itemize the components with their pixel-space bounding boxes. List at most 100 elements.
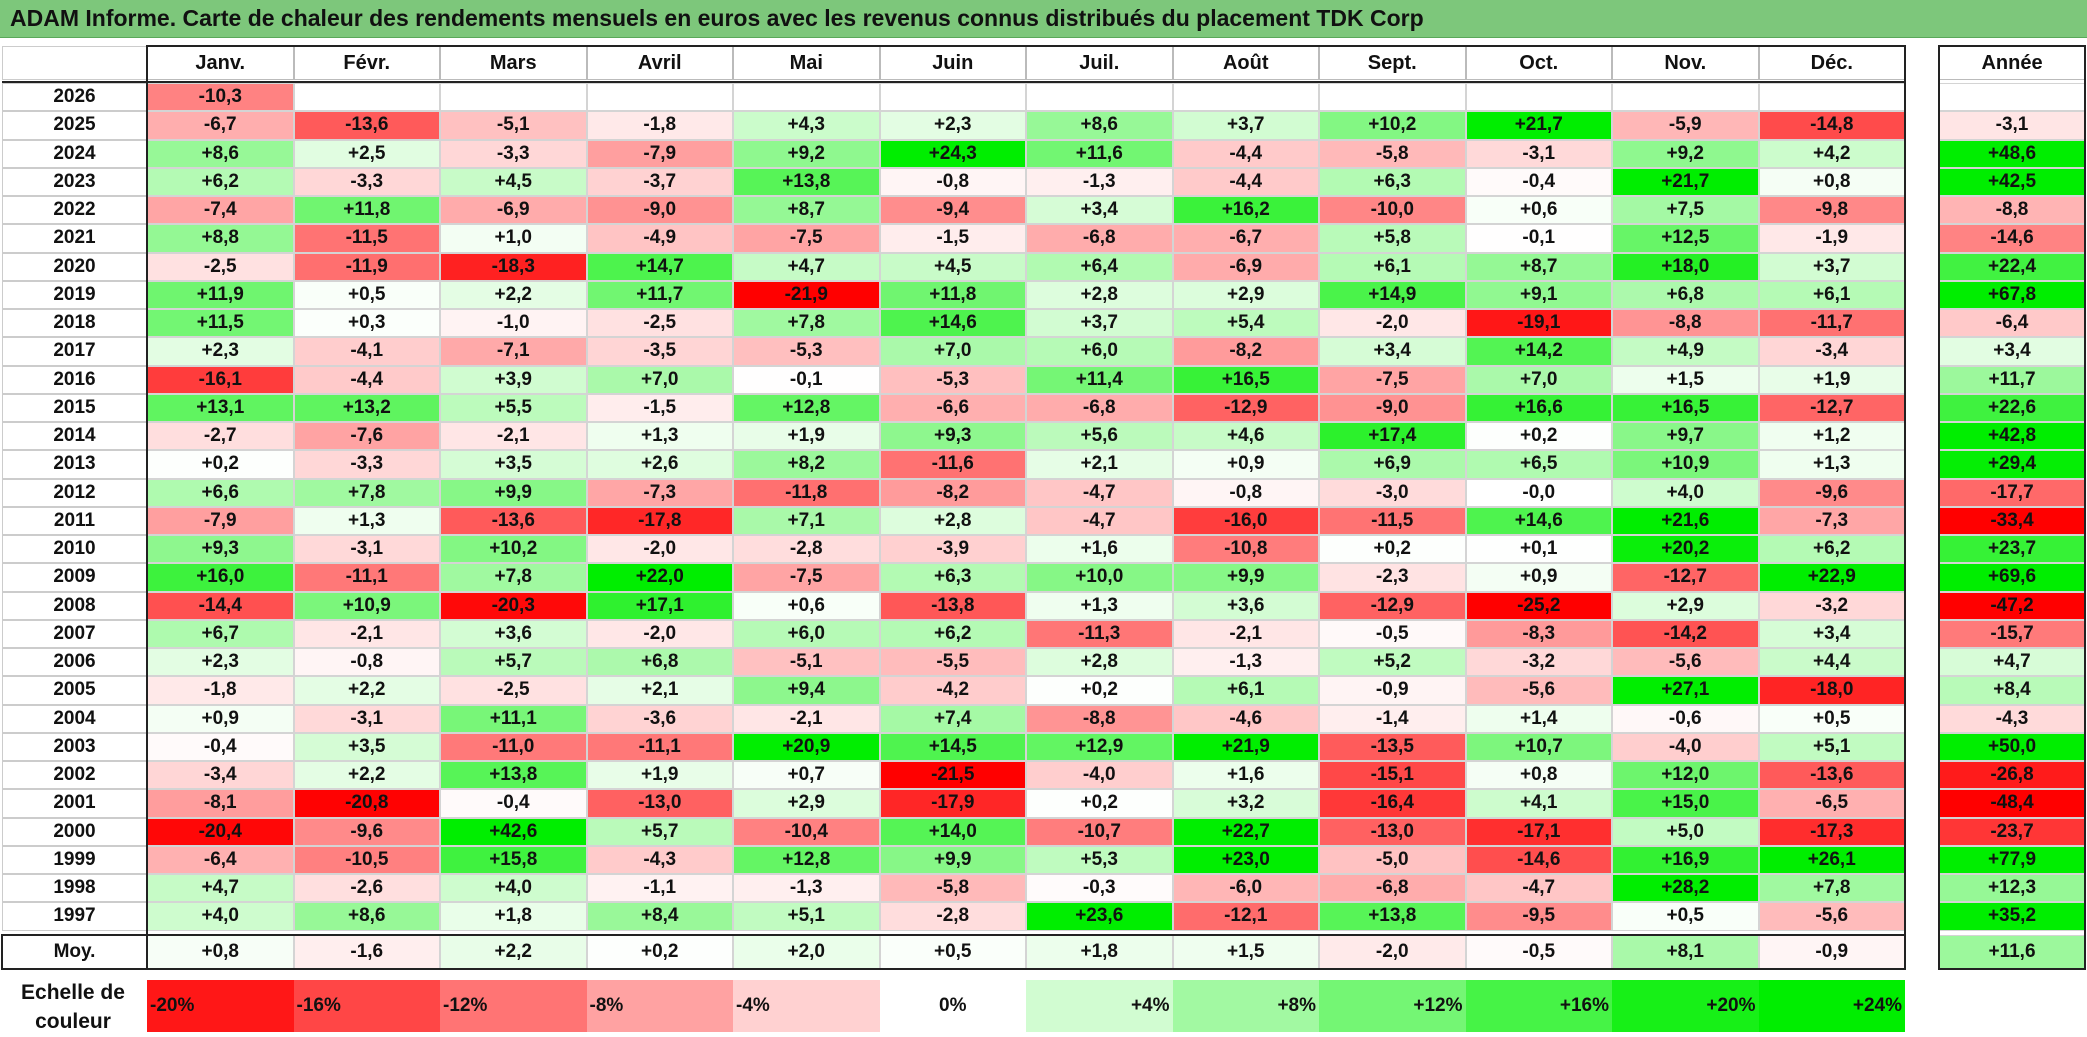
- annual-cell: +77,9: [1939, 845, 2085, 874]
- heatmap-cell: +22,0: [586, 563, 733, 592]
- heatmap-cell: +3,7: [1026, 309, 1173, 338]
- heatmap-cell: -5,6: [1465, 676, 1612, 705]
- average-cell: -2,0: [1319, 935, 1466, 969]
- annual-cell: -17,7: [1939, 478, 2085, 507]
- heatmap-cell: +9,9: [1172, 563, 1319, 592]
- heatmap-cell: +4,2: [1758, 139, 1905, 168]
- heatmap-cell: -10,3: [147, 83, 294, 112]
- heatmap-cell: +11,1: [440, 704, 587, 733]
- heatmap-cell: -6,8: [1026, 224, 1173, 253]
- heatmap-cell: -9,5: [1465, 902, 1612, 931]
- heatmap-cell: -5,6: [1758, 902, 1905, 931]
- average-cell: +0,5: [879, 935, 1026, 969]
- annual-cell: -6,4: [1939, 309, 2085, 338]
- heatmap-cell: +9,2: [1612, 139, 1759, 168]
- row-year-label: 2001: [2, 789, 147, 818]
- heatmap-cell: +10,7: [1465, 732, 1612, 761]
- heatmap-cell: +0,6: [1465, 196, 1612, 225]
- annual-cell: +48,6: [1939, 139, 2085, 168]
- heatmap-cell: -2,5: [586, 309, 733, 338]
- heatmap-cell: +20,9: [733, 732, 880, 761]
- month-header: Janv.: [147, 46, 294, 80]
- heatmap-cell: +6,8: [586, 648, 733, 677]
- annual-cell: +42,8: [1939, 422, 2085, 451]
- heatmap-cell: -10,5: [293, 845, 440, 874]
- heatmap-cell: +7,0: [879, 337, 1026, 366]
- heatmap-cell: +23,0: [1172, 845, 1319, 874]
- heatmap-cell: +10,9: [1612, 450, 1759, 479]
- color-scale-swatch: +16%: [1465, 980, 1612, 1032]
- color-scale-swatch: +24%: [1758, 980, 1905, 1032]
- heatmap-cell: -18,3: [440, 252, 587, 281]
- heatmap-cell: -5,9: [1612, 111, 1759, 140]
- heatmap-cell: -1,0: [440, 309, 587, 338]
- heatmap-cell: +8,2: [733, 450, 880, 479]
- heatmap-cell: +1,3: [1026, 591, 1173, 620]
- heatmap-cell: -8,3: [1465, 619, 1612, 648]
- heatmap-cell: -7,5: [1319, 365, 1466, 394]
- heatmap-cell: +6,8: [1612, 280, 1759, 309]
- heatmap-cell: +6,2: [1758, 535, 1905, 564]
- row-year-label: 2026: [2, 83, 147, 112]
- annual-cell: -47,2: [1939, 591, 2085, 620]
- heatmap-cell: +0,1: [1465, 535, 1612, 564]
- heatmap-cell: -7,5: [733, 224, 880, 253]
- row-year-label: 2021: [2, 224, 147, 253]
- heatmap-cell: +5,0: [1612, 817, 1759, 846]
- heatmap-cell: -0,9: [1319, 676, 1466, 705]
- heatmap-cell: [1172, 83, 1319, 112]
- month-header: Oct.: [1465, 46, 1612, 80]
- heatmap-cell: -0,8: [879, 167, 1026, 196]
- heatmap-cell: -1,8: [586, 111, 733, 140]
- row-year-label: 2010: [2, 535, 147, 564]
- heatmap-cell: -20,3: [440, 591, 587, 620]
- heatmap-cell: -3,1: [1465, 139, 1612, 168]
- heatmap-cell: +6,2: [879, 619, 1026, 648]
- row-year-label: 2017: [2, 337, 147, 366]
- heatmap-cell: -11,0: [440, 732, 587, 761]
- heatmap-cell: +21,9: [1172, 732, 1319, 761]
- heatmap-cell: -4,7: [1026, 506, 1173, 535]
- heatmap-cell: +4,7: [147, 874, 294, 903]
- heatmap-cell: +1,3: [1758, 450, 1905, 479]
- heatmap-cell: +10,0: [1026, 563, 1173, 592]
- heatmap-cell: +7,5: [1612, 196, 1759, 225]
- heatmap-cell: +2,9: [1612, 591, 1759, 620]
- heatmap-cell: +8,6: [1026, 111, 1173, 140]
- heatmap-cell: -17,9: [879, 789, 1026, 818]
- heatmap-cell: -12,7: [1758, 393, 1905, 422]
- heatmap-cell: +23,6: [1026, 902, 1173, 931]
- heatmap-cell: +8,4: [586, 902, 733, 931]
- heatmap-cell: -3,6: [586, 704, 733, 733]
- heatmap-cell: -11,9: [293, 252, 440, 281]
- heatmap-cell: +9,7: [1612, 422, 1759, 451]
- heatmap-cell: -6,9: [1172, 252, 1319, 281]
- heatmap-cell: +14,6: [879, 309, 1026, 338]
- row-year-label: 2023: [2, 167, 147, 196]
- heatmap-cell: +7,0: [586, 365, 733, 394]
- heatmap-cell: [1758, 83, 1905, 112]
- heatmap-cell: +1,2: [1758, 422, 1905, 451]
- heatmap-cell: +13,8: [733, 167, 880, 196]
- heatmap-cell: +11,8: [879, 280, 1026, 309]
- heatmap-cell: -12,7: [1612, 563, 1759, 592]
- row-year-label: 1998: [2, 874, 147, 903]
- heatmap-cell: -7,3: [586, 478, 733, 507]
- annual-cell: -15,7: [1939, 619, 2085, 648]
- heatmap-cell: +17,1: [586, 591, 733, 620]
- heatmap-cell: +1,0: [440, 224, 587, 253]
- heatmap-cell: +5,1: [733, 902, 880, 931]
- heatmap-cell: -5,0: [1319, 845, 1466, 874]
- heatmap-cell: +11,4: [1026, 365, 1173, 394]
- heatmap-cell: +2,1: [586, 676, 733, 705]
- year-total-header: Année: [1939, 46, 2085, 80]
- heatmap-cell: +4,7: [733, 252, 880, 281]
- heatmap-cell: +3,9: [440, 365, 587, 394]
- heatmap-cell: -4,3: [586, 845, 733, 874]
- heatmap-cell: +2,9: [733, 789, 880, 818]
- average-cell: +0,8: [147, 935, 294, 969]
- heatmap-cell: [440, 83, 587, 112]
- heatmap-cell: +0,9: [1172, 450, 1319, 479]
- heatmap-cell: -20,8: [293, 789, 440, 818]
- heatmap-cell: +4,4: [1758, 648, 1905, 677]
